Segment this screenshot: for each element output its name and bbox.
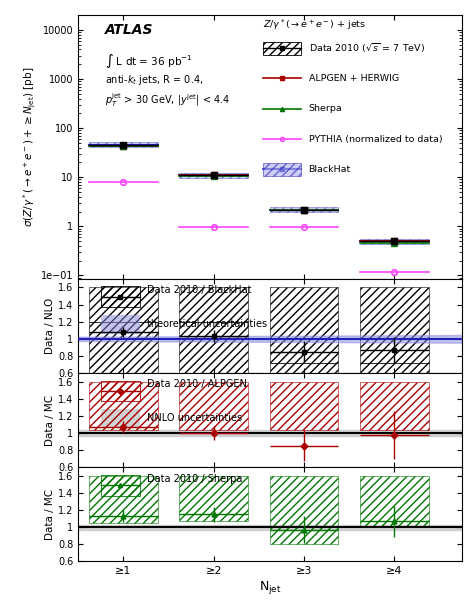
Bar [89, 476, 158, 523]
Bar [270, 363, 338, 373]
Bar [263, 163, 301, 176]
Bar [270, 382, 338, 430]
Y-axis label: Data / MC: Data / MC [45, 395, 55, 446]
Y-axis label: $\sigma(Z/\gamma^*(\rightarrow e^+e^-)+\geq N_\mathrm{jet})$ [pb]: $\sigma(Z/\gamma^*(\rightarrow e^+e^-)+\… [22, 67, 38, 227]
Bar [179, 476, 248, 521]
Text: PYTHIA (normalized to data): PYTHIA (normalized to data) [309, 135, 442, 144]
Bar [360, 239, 428, 244]
Text: Data 2010 / ALPGEN: Data 2010 / ALPGEN [147, 379, 247, 390]
Y-axis label: Data / NLO: Data / NLO [45, 298, 55, 354]
Bar [270, 207, 338, 212]
Text: NNLO uncertainties: NNLO uncertainties [147, 413, 242, 423]
Text: theoretical uncertainties: theoretical uncertainties [147, 319, 267, 329]
Bar [179, 322, 248, 373]
Text: Data 2010 / BlackHat: Data 2010 / BlackHat [147, 285, 252, 295]
Bar [89, 142, 158, 148]
Text: $\int$ L dt = 36 pb$^{-1}$: $\int$ L dt = 36 pb$^{-1}$ [105, 52, 193, 70]
Bar [179, 173, 248, 178]
Bar [101, 287, 140, 307]
Text: $p_T^{\rm jet}$ > 30 GeV, $|y^{\rm jet}|$ < 4.4: $p_T^{\rm jet}$ > 30 GeV, $|y^{\rm jet}|… [105, 92, 230, 109]
Bar [101, 381, 140, 401]
Text: ALPGEN + HERWIG: ALPGEN + HERWIG [309, 74, 399, 83]
Bar [360, 288, 428, 363]
Bar [270, 476, 338, 544]
Bar [263, 41, 301, 55]
Text: Data 2010 / Sherpa: Data 2010 / Sherpa [147, 473, 243, 484]
Bar [101, 409, 140, 428]
X-axis label: N$_{\rm jet}$: N$_{\rm jet}$ [259, 579, 282, 596]
Bar [101, 314, 140, 333]
Bar [360, 476, 428, 527]
Bar [270, 288, 338, 363]
Y-axis label: Data / MC: Data / MC [45, 489, 55, 540]
Text: $Z/\gamma^*(\rightarrow e^+e^-)$ + jets: $Z/\gamma^*(\rightarrow e^+e^-)$ + jets [263, 18, 366, 32]
Text: Data 2010 ($\sqrt{s}$ = 7 TeV): Data 2010 ($\sqrt{s}$ = 7 TeV) [309, 41, 425, 55]
Bar [360, 363, 428, 373]
Bar [179, 382, 248, 430]
Text: anti-$k_t$ jets, R = 0.4,: anti-$k_t$ jets, R = 0.4, [105, 73, 204, 87]
Text: ATLAS: ATLAS [105, 23, 154, 37]
Bar [179, 288, 248, 322]
Bar [89, 382, 158, 430]
Bar [89, 288, 158, 322]
Text: BlackHat: BlackHat [309, 165, 351, 174]
Bar [360, 382, 428, 430]
Bar [101, 475, 140, 495]
Text: Sherpa: Sherpa [309, 104, 342, 114]
Bar [89, 322, 158, 373]
